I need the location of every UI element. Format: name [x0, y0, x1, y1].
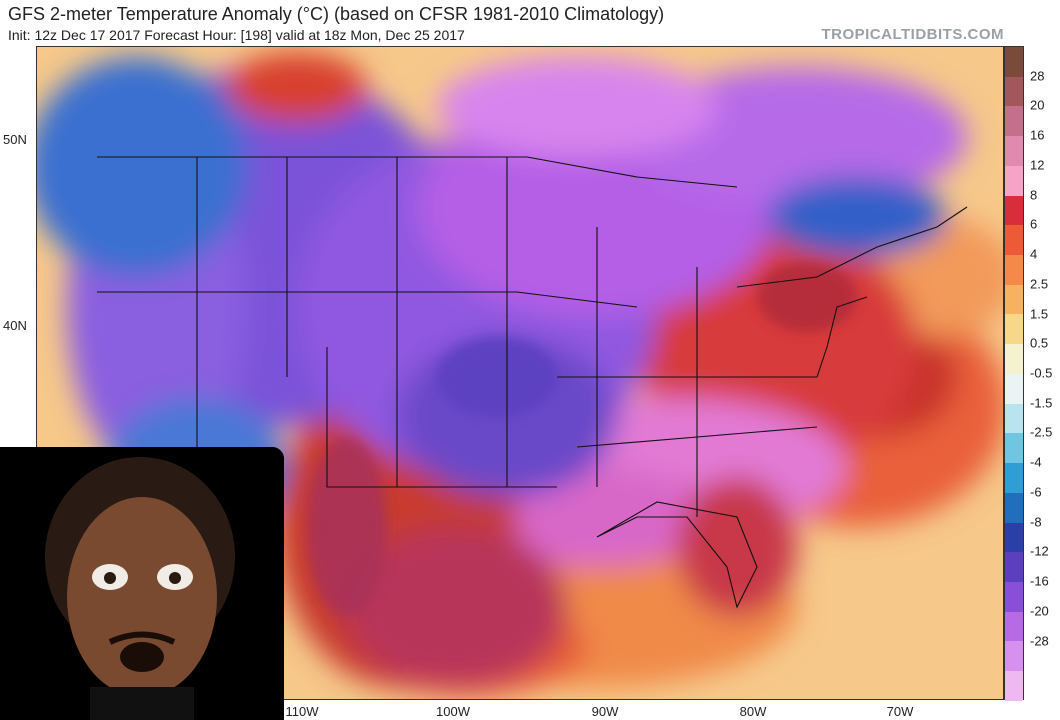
color-scale-label: -16	[1030, 573, 1049, 589]
color-scale-segment	[1005, 165, 1023, 196]
color-scale-segment	[1005, 433, 1023, 464]
boundaries	[97, 156, 968, 609]
color-scale-segment	[1005, 284, 1023, 315]
color-scale-label: 16	[1030, 127, 1045, 143]
lon-label-80w: 80W	[739, 704, 767, 719]
color-scale-segment	[1005, 463, 1023, 493]
color-scale-segment	[1005, 255, 1023, 285]
color-scale-label: 12	[1030, 157, 1045, 173]
color-scale-label: -4	[1030, 454, 1042, 470]
color-scale-label: -2.5	[1030, 424, 1053, 440]
color-scale-label: -20	[1030, 603, 1049, 619]
color-scale-label: -28	[1030, 633, 1049, 649]
color-scale-segment	[1005, 522, 1023, 553]
lon-label-110w: 110W	[285, 704, 319, 719]
color-scale-label: 6	[1030, 216, 1038, 232]
color-scale-label: 8	[1030, 187, 1038, 203]
person-photo	[0, 447, 284, 720]
color-scale-label: 28	[1030, 68, 1045, 84]
color-scale-segment	[1005, 611, 1023, 642]
color-scale-segment	[1005, 492, 1023, 523]
color-scale-segment	[1005, 195, 1023, 226]
color-scale-segment	[1005, 225, 1023, 256]
color-scale-segment	[1005, 552, 1023, 582]
color-scale-segment	[1005, 344, 1023, 374]
color-scale-segment	[1005, 671, 1023, 701]
map-title: GFS 2-meter Temperature Anomaly (°C) (ba…	[8, 4, 665, 24]
color-scale-label: 4	[1030, 246, 1038, 262]
color-scale-label: 20	[1030, 97, 1045, 113]
lon-label-100w: 100W	[436, 704, 470, 719]
color-scale-label: -8	[1030, 514, 1042, 530]
brand-logo: TROPICALTIDBITS.COM	[821, 26, 1004, 43]
color-scale-bar	[1004, 46, 1024, 701]
color-scale-segment	[1005, 314, 1023, 345]
lon-label-90w: 90W	[591, 704, 619, 719]
lat-label-50n: 50N	[3, 132, 27, 147]
color-scale-segment	[1005, 641, 1023, 672]
map-subtitle: Init: 12z Dec 17 2017 Forecast Hour: [19…	[8, 27, 465, 43]
color-scale-segment	[1005, 76, 1023, 107]
color-scale-label: 1.5	[1030, 306, 1049, 322]
lat-label-40n: 40N	[3, 318, 27, 333]
color-scale-label: 2.5	[1030, 276, 1049, 292]
color-scale-segment	[1005, 403, 1023, 434]
color-scale-label: -1.5	[1030, 395, 1053, 411]
color-scale-segment	[1005, 136, 1023, 166]
color-scale-segment	[1005, 373, 1023, 404]
color-scale-label: 0.5	[1030, 335, 1049, 351]
person-photo-icon	[0, 447, 284, 720]
color-scale-label: -0.5	[1030, 365, 1053, 381]
color-scale-segment	[1005, 47, 1023, 77]
color-scale-label: -6	[1030, 484, 1042, 500]
color-scale-segment	[1005, 106, 1023, 137]
lon-label-70w: 70W	[886, 704, 914, 719]
color-scale-label: -12	[1030, 543, 1049, 559]
color-scale-segment	[1005, 581, 1023, 612]
